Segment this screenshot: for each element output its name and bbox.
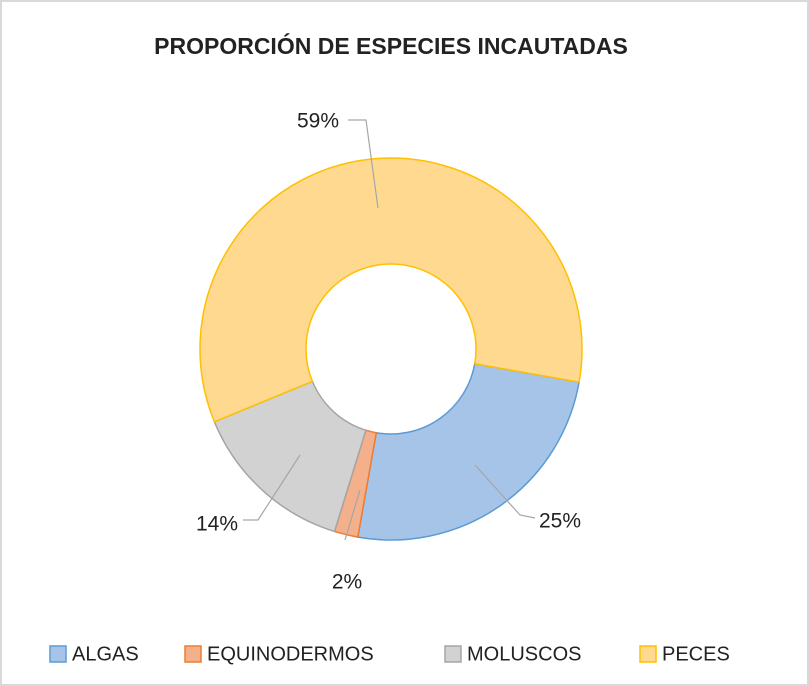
legend-label: EQUINODERMOS <box>207 643 374 665</box>
slice <box>199 157 583 423</box>
legend-label: MOLUSCOS <box>467 643 581 665</box>
leader-line <box>348 119 379 209</box>
slice <box>356 362 580 541</box>
legend-swatch <box>639 645 657 663</box>
legend-swatch <box>184 645 202 663</box>
slice <box>213 380 367 533</box>
chart-title: PROPORCIÓN DE ESPECIES INCAUTADAS <box>154 32 628 59</box>
legend-swatch <box>444 645 462 663</box>
leader-line <box>243 454 301 521</box>
leader-line <box>474 464 536 519</box>
data-label: 25% <box>539 510 581 533</box>
data-label: 2% <box>332 571 362 594</box>
leader-line <box>344 489 361 541</box>
legend-swatch <box>49 645 67 663</box>
data-label: 59% <box>297 110 339 133</box>
legend-label: PECES <box>662 643 730 665</box>
data-label: 14% <box>196 513 238 536</box>
legend-label: ALGAS <box>72 643 139 665</box>
